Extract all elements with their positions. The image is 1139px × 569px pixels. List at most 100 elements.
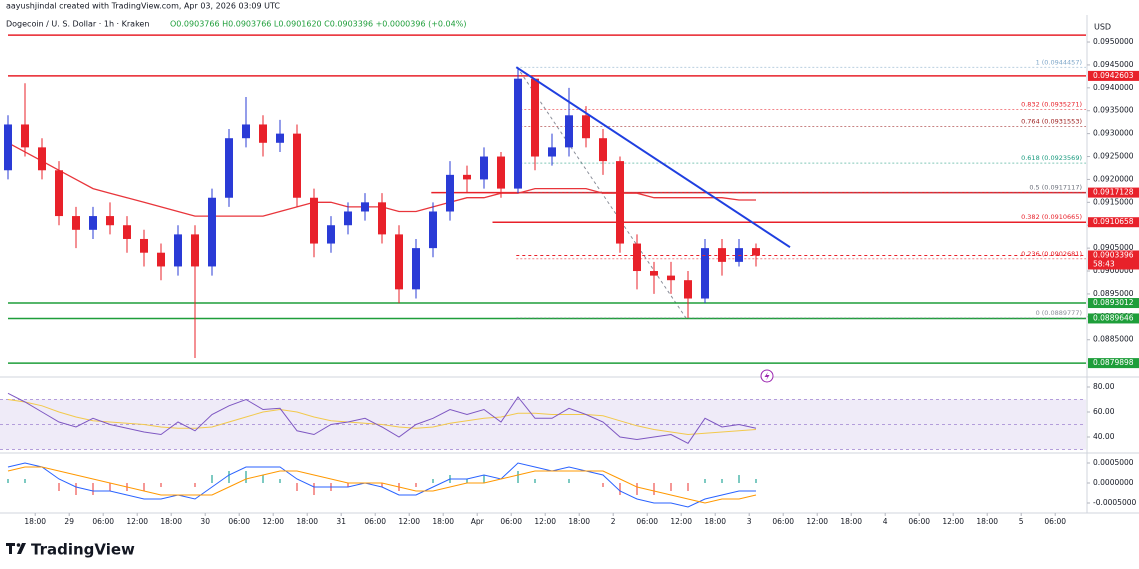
rsi-pane (0, 392, 1086, 450)
candle-body (497, 156, 505, 189)
candle-body (344, 211, 352, 226)
candle-body (55, 170, 63, 217)
candle-body (480, 156, 488, 180)
candle-body (21, 124, 29, 148)
candle-body (225, 138, 233, 198)
macd-histogram (75, 483, 77, 495)
fib-label: 1 (0.0944457) (1036, 58, 1082, 66)
macd-histogram (534, 479, 536, 483)
rsi-line (7, 392, 757, 444)
y-tick-label: 0.0905000 (1093, 243, 1134, 252)
x-tick-label: 12:00 (398, 517, 420, 526)
candle-body (701, 248, 709, 299)
candle-body (310, 197, 318, 244)
macd-histogram (143, 483, 145, 491)
candle-body (157, 252, 165, 267)
x-tick-label: 5 (1019, 517, 1024, 526)
symbol: Dogecoin / U. S. Dollar · 1h · Kraken (6, 20, 149, 29)
x-tick-label: 06:00 (364, 517, 386, 526)
last-price: 0.0903396 (1093, 250, 1134, 259)
macd-line (7, 466, 757, 504)
x-tick-label: 31 (336, 517, 346, 526)
level-tag-bg (1088, 70, 1139, 81)
candle-body (752, 248, 760, 256)
x-tick-label: 06:00 (772, 517, 794, 526)
candle-body (106, 216, 114, 226)
x-tick-label: 12:00 (126, 517, 148, 526)
countdown: 58:43 (1093, 259, 1115, 268)
level-tag-bg (1088, 187, 1139, 198)
candle-body (616, 161, 624, 244)
fib-label: 0.382 (0.0910665) (1021, 213, 1082, 221)
x-tick-label: 18:00 (432, 517, 454, 526)
level-tag: 0.0889646 (1093, 313, 1134, 322)
candle-body (599, 138, 607, 162)
candle-body (191, 234, 199, 267)
macd-histogram (568, 479, 570, 483)
x-tick-label: 29 (64, 517, 74, 526)
candle-body (633, 243, 641, 272)
candle-body (89, 216, 97, 230)
candle-body (565, 115, 573, 148)
y-tick-label: 80.00 (1093, 382, 1115, 391)
x-tick-label: 18:00 (840, 517, 862, 526)
x-tick-label: 18:00 (704, 517, 726, 526)
macd-line (7, 462, 756, 508)
macd-histogram (738, 475, 740, 483)
candle-body (327, 225, 335, 244)
rsi-line (7, 399, 757, 436)
fib-label: 0.764 (0.0931553) (1021, 118, 1082, 126)
x-tick-label: Apr (471, 517, 485, 526)
macd-histogram (92, 483, 94, 495)
x-tick-label: 18:00 (296, 517, 318, 526)
y-tick-label: 40.00 (1093, 432, 1115, 441)
candle-body (38, 147, 46, 171)
x-tick-label: 12:00 (670, 517, 692, 526)
x-tick-label: 18:00 (568, 517, 590, 526)
candle-body (361, 202, 369, 212)
y-tick-label: 0.0925000 (1093, 152, 1134, 161)
x-tick-label: 06:00 (636, 517, 658, 526)
candle-body (293, 133, 301, 198)
level-tag-bg (1088, 313, 1139, 324)
macd-histogram (194, 483, 196, 487)
macd-histogram (619, 483, 621, 495)
macd-histogram (381, 483, 383, 487)
candle-body (208, 197, 216, 267)
y-tick-label: -0.0005000 (1093, 498, 1136, 507)
x-tick-label: 4 (883, 517, 888, 526)
y-tick-label: 0.0000000 (1093, 478, 1134, 487)
candle-body (531, 78, 539, 157)
candle-body (4, 124, 12, 171)
last-price-bg (1088, 250, 1139, 270)
fib-label: 0.5 (0.0917117) (1029, 184, 1082, 192)
macd-histogram (415, 483, 417, 487)
level-tag-bg (1088, 217, 1139, 228)
y-tick-label: 0.0940000 (1093, 83, 1134, 92)
candle-body (650, 271, 658, 276)
candle-body (582, 115, 590, 139)
macd-histogram (160, 483, 162, 487)
brand-logo (6, 543, 26, 554)
x-tick-label: 18:00 (976, 517, 998, 526)
fib-label: 0.618 (0.0923569) (1021, 154, 1082, 162)
macd-histogram (347, 483, 349, 487)
level-tag-bg (1088, 358, 1139, 369)
candle-body (446, 174, 454, 212)
candle-body (514, 78, 522, 189)
x-tick-label: 12:00 (534, 517, 556, 526)
candle-body (429, 211, 437, 249)
alert-icon (760, 369, 774, 383)
candle-body (378, 202, 386, 235)
macd-histogram (602, 483, 604, 487)
macd-histogram (228, 471, 230, 483)
y-tick-label: 0.0935000 (1093, 106, 1134, 115)
macd-histogram (432, 479, 434, 483)
macd-histogram (211, 475, 213, 483)
macd-histogram (245, 471, 247, 483)
level-tag-bg (1088, 298, 1139, 309)
fib-label: 0.236 (0.0902681) (1021, 250, 1082, 258)
x-tick-label: 12:00 (806, 517, 828, 526)
macd-histogram (517, 471, 519, 483)
